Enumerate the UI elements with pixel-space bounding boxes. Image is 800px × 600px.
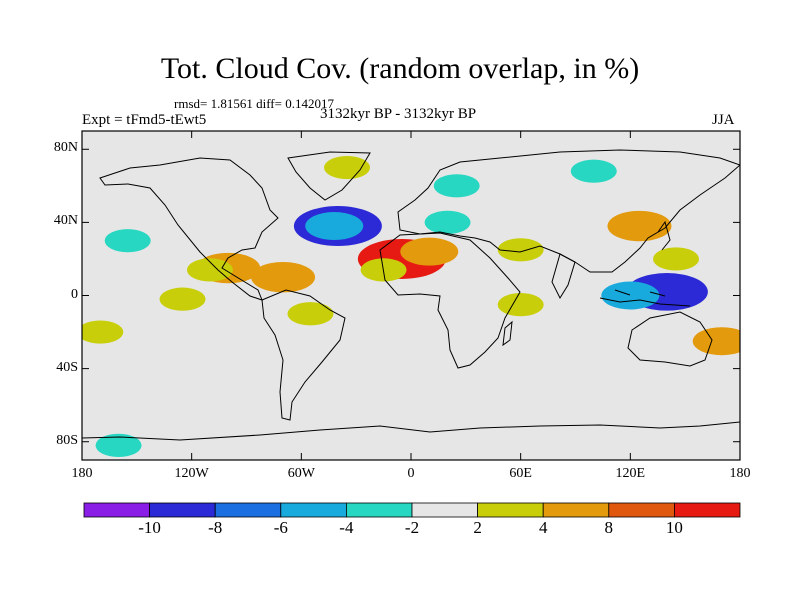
anomaly-region-11 (601, 281, 660, 310)
map-title: Tot. Cloud Cov. (random overlap, in %) (160, 52, 640, 85)
tick-marks (81, 131, 741, 460)
lon-label: 120W (174, 466, 209, 481)
coast-madagascar (502, 320, 513, 347)
anomaly-region-17 (570, 159, 617, 183)
colorbar-swatch (83, 502, 150, 518)
colorbar-label: -8 (208, 518, 223, 537)
anomaly-region-18 (433, 174, 480, 198)
lat-label: 40N (53, 213, 78, 229)
stats-text: rmsd= 1.81561 diff= 0.142017 (174, 96, 334, 111)
colorbar-label: 2 (473, 518, 482, 537)
coast-north-america (99, 157, 279, 301)
lat-label: 0 (71, 286, 78, 302)
coast-indonesia (599, 289, 691, 307)
anomaly-region-1 (305, 212, 364, 241)
anomaly-region-20 (424, 210, 471, 234)
period-label: 3132kyr BP - 3132kyr BP (320, 106, 477, 122)
lon-label: 120E (615, 466, 646, 481)
anomaly-region-9 (104, 229, 151, 253)
lon-label: 0 (407, 466, 415, 481)
anomaly-region-23 (95, 433, 142, 457)
colorbar-label: -2 (404, 518, 420, 537)
anomaly-region-16 (497, 238, 544, 262)
lon-label: 180 (71, 466, 93, 481)
lon-label: 60W (287, 466, 315, 481)
colorbar-label: 8 (604, 518, 614, 537)
colorbar-swatch (608, 502, 675, 518)
colorbar-swatch (214, 502, 282, 518)
colorbar-swatch (149, 502, 216, 518)
colorbar-label: -4 (339, 518, 354, 537)
anomaly-region-8 (159, 287, 206, 311)
coast-japan (657, 220, 671, 251)
lon-label: 60E (509, 466, 532, 481)
season-label: JJA (712, 112, 735, 128)
coast-africa (379, 232, 521, 369)
coast-greenland (287, 151, 371, 201)
anomaly-region-21 (287, 302, 334, 326)
anomaly-region-7 (251, 262, 316, 293)
colorbar-label: 4 (538, 518, 548, 537)
lat-label: 80N (53, 140, 78, 156)
colorbar-swatch (542, 502, 610, 518)
colorbar-swatch (345, 502, 413, 518)
anomaly-region-22 (82, 320, 124, 344)
colorbar-swatch (411, 502, 478, 518)
coast-india (551, 253, 576, 300)
lat-label: 80S (56, 432, 78, 448)
coast-europe-asia (397, 149, 740, 273)
anomaly-region-6 (186, 258, 233, 282)
anomaly-region-19 (324, 155, 371, 180)
colorbar-label: 10 (665, 518, 683, 537)
colorbar-label: -10 (138, 518, 161, 537)
anomaly-region-15 (497, 293, 544, 317)
anomaly-region-3 (400, 237, 459, 266)
coastlines (82, 149, 740, 441)
lat-label: 40S (56, 359, 78, 375)
colorbar (83, 502, 741, 518)
coast-antarctica (82, 421, 740, 441)
colorbar-label: -6 (273, 518, 288, 537)
lon-label: 180 (729, 466, 751, 481)
anomaly-region-13 (653, 247, 700, 271)
colorbar-swatch (280, 502, 347, 518)
coast-australia (627, 311, 713, 367)
coast-south-america (261, 289, 346, 421)
experiment-label: Expt = tFmd5-tEwt5 (82, 112, 207, 128)
colorbar-swatch (477, 502, 544, 518)
anomaly-region-14 (692, 327, 740, 356)
colorbar-swatch (674, 502, 741, 518)
